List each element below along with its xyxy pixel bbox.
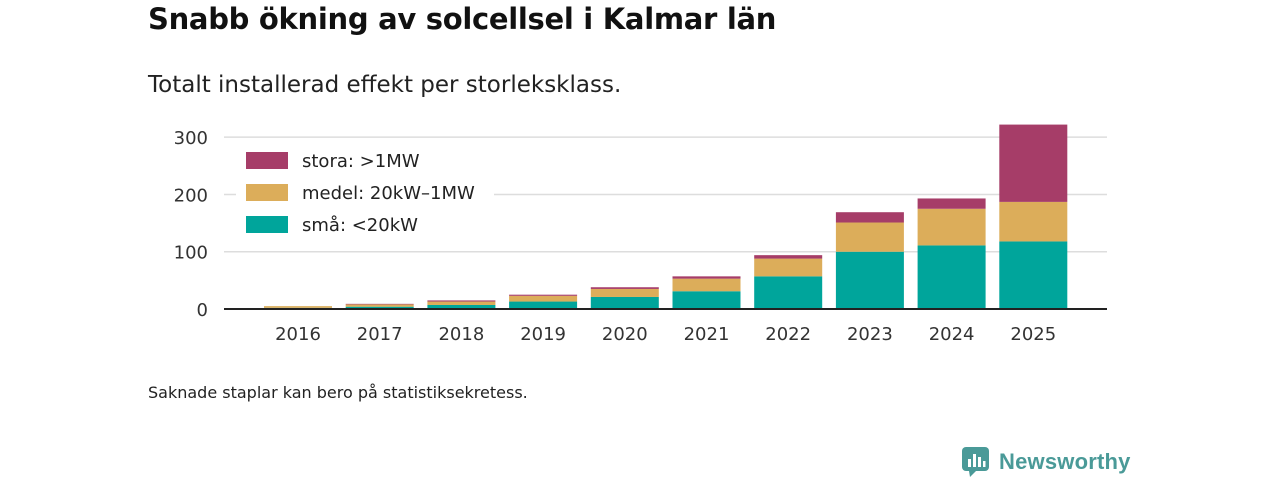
x-tick-label: 2023 [847,324,893,345]
bar-sma-2019[interactable] [509,301,578,309]
bar-stora-2024[interactable] [917,198,986,209]
bar-sma-2017[interactable] [345,306,414,309]
x-tick-label: 2017 [357,324,403,345]
chart-subtitle: Totalt installerad effekt per storlekskl… [148,72,622,98]
newsworthy-brand[interactable]: Newsworthy [961,446,1131,478]
bar-chart-logo-icon [962,447,989,477]
x-tick-label: 2016 [275,324,321,345]
x-tick-label: 2020 [602,324,648,345]
bar-stora-2022[interactable] [754,255,823,259]
bar-medel-2025[interactable] [999,201,1068,242]
bar-medel-2018[interactable] [427,301,496,305]
x-tick-label: 2025 [1010,324,1056,345]
legend-label-medel[interactable]: medel: 20kW–1MW [302,183,475,204]
bar-sma-2018[interactable] [427,304,496,309]
y-tick-label: 100 [174,243,208,264]
legend-label-sma[interactable]: små: <20kW [302,215,418,236]
bar-stora-2025[interactable] [999,124,1068,202]
bar-medel-2024[interactable] [917,208,986,246]
bar-stora-2021[interactable] [672,276,741,279]
legend-swatch-sma[interactable] [246,216,288,233]
y-tick-label: 300 [174,128,208,149]
bar-stora-2020[interactable] [590,287,659,289]
bar-medel-2017[interactable] [345,304,414,307]
bar-stora-2023[interactable] [835,212,904,223]
bar-sma-2024[interactable] [917,245,986,309]
bar-sma-2020[interactable] [590,296,659,309]
x-tick-label: 2022 [765,324,811,345]
y-tick-label: 200 [174,185,208,206]
footnote: Saknade staplar kan bero på statistiksek… [148,383,528,402]
bar-sma-2025[interactable] [999,241,1068,309]
bar-stora-2019[interactable] [509,294,578,296]
bar-stora-2018[interactable] [427,300,496,302]
bar-medel-2023[interactable] [835,222,904,252]
bar-medel-2019[interactable] [509,295,578,302]
x-tick-label: 2019 [520,324,566,345]
brand-name: Newsworthy [999,449,1131,474]
y-tick-label: 0 [197,300,208,321]
bar-medel-2022[interactable] [754,258,823,277]
bar-sma-2023[interactable] [835,251,904,309]
x-tick-label: 2024 [929,324,975,345]
bar-medel-2021[interactable] [672,278,741,292]
x-tick-label: 2021 [684,324,730,345]
legend-swatch-medel[interactable] [246,184,288,201]
legend-swatch-stora[interactable] [246,152,288,169]
bar-sma-2021[interactable] [672,291,741,309]
x-tick-label: 2018 [438,324,484,345]
chart-title: Snabb ökning av solcellsel i Kalmar län [148,2,777,36]
bar-sma-2022[interactable] [754,276,823,309]
legend-label-stora[interactable]: stora: >1MW [302,151,420,172]
bar-medel-2020[interactable] [590,288,659,297]
bar-medel-2016[interactable] [264,306,332,308]
bar-stora-2017[interactable] [345,303,414,305]
